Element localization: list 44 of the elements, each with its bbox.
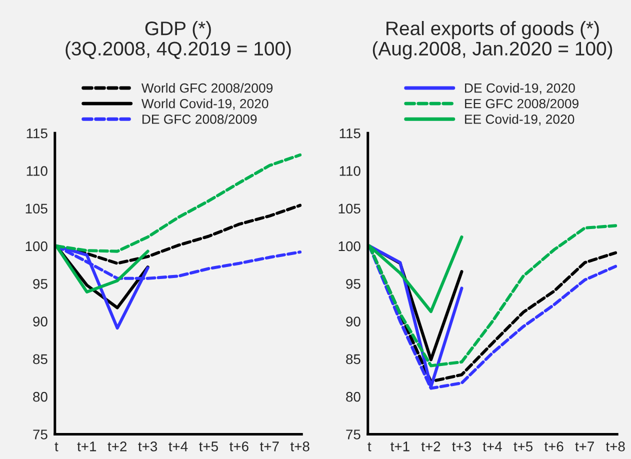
legend-label: DE GFC 2008/2009 — [142, 114, 257, 124]
x-tick-label: t+6 — [544, 442, 564, 452]
y-tick-label: 80 — [33, 392, 48, 402]
x-tick-label: t+5 — [514, 442, 533, 452]
y-tick-label: 85 — [346, 354, 360, 364]
legend-label: DE Covid-19, 2020 — [465, 83, 575, 94]
x-tick-label: t+3 — [452, 442, 471, 452]
y-tick-label: 85 — [33, 354, 48, 364]
legend-label: EE Covid-19, 2020 — [465, 114, 574, 126]
x-tick-label: t+8 — [290, 442, 310, 452]
y-tick-label: 115 — [340, 128, 360, 138]
x-tick-label: t+4 — [482, 442, 502, 452]
y-tick-label: 80 — [346, 392, 360, 402]
x-tick-label: t+4 — [168, 442, 188, 452]
y-tick-label: 95 — [33, 278, 48, 289]
y-tick-label: 90 — [346, 316, 360, 326]
y-tick-label: 75 — [33, 430, 48, 440]
y-tick-label: 110 — [340, 166, 360, 176]
x-tick-label: t — [54, 442, 58, 452]
y-tick-label: 90 — [33, 316, 48, 326]
y-tick-label: 100 — [26, 241, 48, 252]
y-tick-label: 75 — [346, 430, 360, 440]
legend-label: EE GFC 2008/2009 — [465, 98, 578, 108]
legend-label: World Covid-19, 2020 — [141, 98, 268, 110]
x-tick-label: t — [368, 442, 372, 452]
x-tick-label: t+8 — [606, 442, 625, 452]
x-tick-label: t+5 — [199, 442, 218, 452]
x-tick-label: t+1 — [390, 442, 410, 452]
x-tick-label: t+2 — [421, 442, 440, 452]
y-tick-label: 105 — [26, 204, 48, 214]
x-tick-label: t+7 — [575, 442, 594, 452]
legend-label: World GFC 2008/2009 — [141, 83, 273, 93]
y-tick-label: 110 — [26, 166, 48, 176]
x-tick-label: t+6 — [230, 442, 248, 452]
y-tick-label: 100 — [338, 241, 360, 252]
chart-title: GDP (*) (3Q.2008, 4Q.2019 = 100) — [66, 21, 291, 60]
y-tick-label: 115 — [26, 128, 48, 138]
x-tick-label: t+1 — [77, 442, 96, 452]
chart-title: Real exports of goods (*) (Aug.2008, Jan.2020 = 100) — [372, 21, 612, 60]
x-tick-label: t+2 — [108, 442, 126, 452]
x-tick-label: t+7 — [260, 442, 279, 452]
y-tick-label: 95 — [346, 278, 360, 289]
y-tick-label: 105 — [338, 204, 360, 214]
x-tick-label: t+3 — [138, 442, 158, 452]
